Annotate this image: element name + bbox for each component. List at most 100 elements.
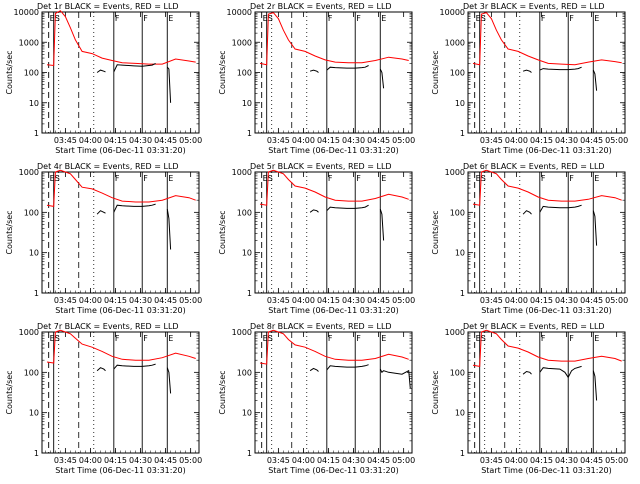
marker-label: E [168,174,173,183]
plot-frame [467,11,626,134]
x-axis-label: Start Time (06-Dec-11 03:31:20) [55,146,186,155]
marker-label: F [356,14,361,23]
x-tick-label: 04:45 [367,296,390,305]
marker-label: F [143,174,148,183]
plot-frame [467,171,626,294]
x-axis-label: Start Time (06-Dec-11 03:31:20) [481,466,612,475]
x-tick-label: 04:30 [555,296,578,305]
x-axis-label: Start Time (06-Dec-11 03:31:20) [55,306,186,315]
panel-title: Det 5r BLACK = Events, RED = LLD [250,162,392,171]
marker-label: F [569,14,574,23]
marker-label: E [476,14,481,23]
x-tick-label: 04:15 [317,136,340,145]
marker-label: S [268,14,273,23]
events-series-line [539,66,582,71]
x-tick-label: 05:00 [179,296,202,305]
events-series-line [592,210,598,246]
panel-title: Det 4r BLACK = Events, RED = LLD [37,162,179,171]
x-tick-label: 04:45 [154,296,177,305]
x-tick-label: 04:00 [79,296,102,305]
x-tick-label: 03:45 [267,456,290,465]
y-axis-label: Counts/sec [431,210,440,254]
marker-label: E [263,174,268,183]
y-tick-label: 1 [34,289,39,298]
lld-series-line [472,169,622,206]
events-series-line [379,68,385,89]
y-tick-label: 1 [247,129,252,138]
y-axis-label: Counts/sec [5,210,14,254]
marker-label: E [594,334,599,343]
marker-label: F [328,14,333,23]
plot-frame [254,171,413,294]
marker-label: E [50,174,55,183]
y-tick-label: 1 [247,289,252,298]
y-tick-label: 1000 [445,328,465,337]
marker-label: F [356,174,361,183]
x-tick-label: 04:45 [580,456,603,465]
panel-det8r: Det 8r BLACK = Events, RED = LLD 1 10 100 10… [218,322,415,475]
y-tick-label: 1 [34,449,39,458]
plot-frame [254,11,413,134]
y-tick-label: 100 [24,208,39,217]
x-tick-label: 05:00 [179,136,202,145]
y-tick-label: 10 [455,409,465,418]
x-tick-label: 04:15 [104,136,127,145]
y-tick-label: 10000 [440,8,465,17]
events-series-line [96,210,106,215]
panel-title: Det 7r BLACK = Events, RED = LLD [37,322,179,331]
marker-label: F [328,334,333,343]
y-tick-label: 1000 [232,38,252,47]
x-tick-label: 04:00 [292,296,315,305]
y-axis-label: Counts/sec [218,50,227,94]
marker-label: S [55,14,60,23]
x-tick-label: 04:30 [129,296,152,305]
x-axis-label: Start Time (06-Dec-11 03:31:20) [55,466,186,475]
lld-series-line [259,169,409,206]
x-tick-label: 04:45 [154,456,177,465]
y-tick-label: 100 [237,69,252,78]
events-series-line [166,209,172,250]
x-tick-label: 03:45 [480,136,503,145]
marker-label: E [594,14,599,23]
x-tick-label: 04:30 [342,136,365,145]
plot-frame [41,11,200,134]
lld-series-line [46,169,196,207]
x-tick-label: 04:15 [104,296,127,305]
events-series-line [113,363,156,370]
lld-series-line [472,12,622,66]
y-tick-label: 10000 [227,8,252,17]
marker-label: S [268,174,273,183]
x-axis-label: Start Time (06-Dec-11 03:31:20) [268,146,399,155]
events-series-line [166,66,172,103]
x-tick-label: 04:30 [342,456,365,465]
y-axis-label: Counts/sec [5,50,14,94]
panel-det7r: Det 7r BLACK = Events, RED = LLD 1 10 100 10… [5,322,202,475]
y-tick-label: 10 [29,99,39,108]
marker-label: E [476,174,481,183]
x-axis-label: Start Time (06-Dec-11 03:31:20) [268,466,399,475]
marker-label: E [381,14,386,23]
x-tick-label: 04:30 [129,136,152,145]
x-tick-label: 05:00 [605,456,628,465]
y-tick-label: 100 [450,368,465,377]
y-tick-label: 10 [455,249,465,258]
events-series-line [113,203,156,213]
x-axis-label: Start Time (06-Dec-11 03:31:20) [481,146,612,155]
x-tick-label: 04:00 [505,456,528,465]
y-tick-label: 1 [247,449,252,458]
y-tick-label: 1000 [445,38,465,47]
marker-label: S [55,334,60,343]
x-tick-label: 04:30 [129,456,152,465]
x-tick-label: 05:00 [605,296,628,305]
x-tick-label: 04:00 [79,456,102,465]
y-tick-label: 100 [237,208,252,217]
lld-series-line [259,329,409,365]
x-tick-label: 04:45 [367,136,390,145]
marker-label: E [50,14,55,23]
panel-title: Det 8r BLACK = Events, RED = LLD [250,322,392,331]
panel-det6r: Det 6r BLACK = Events, RED = LLD 1 10 100 10… [431,162,628,315]
marker-label: E [381,334,386,343]
y-tick-label: 1000 [19,168,39,177]
